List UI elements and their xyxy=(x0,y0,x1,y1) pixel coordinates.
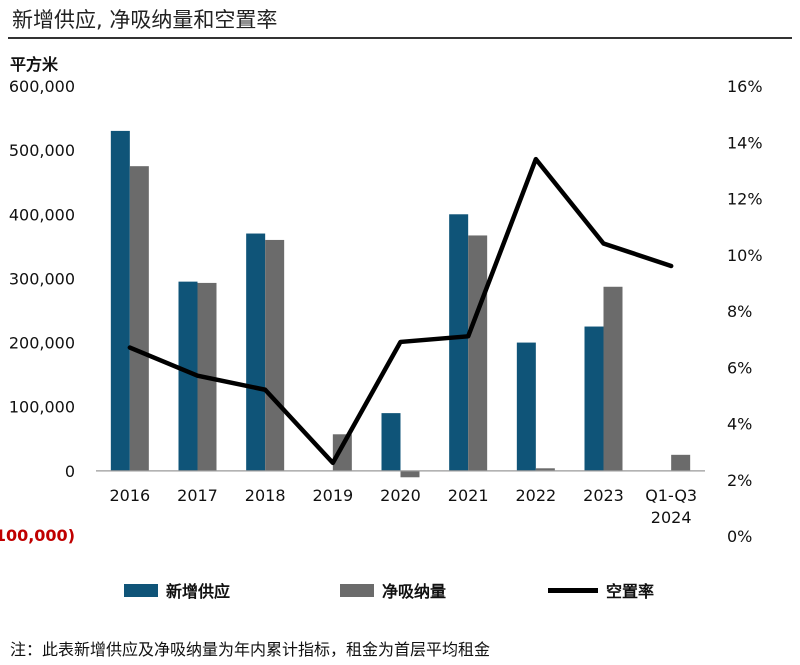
x-tick-label: 2018 xyxy=(245,486,286,505)
combo-chart: 600,000 500,000 400,000 300,000 200,000 100,0… xyxy=(0,77,763,546)
y-left-tick-label: 100,000 xyxy=(9,398,75,417)
y-right-tick-label: 8% xyxy=(727,302,752,321)
chart-legend: 新增供应 净吸纳量 空置率 xyxy=(0,578,800,602)
footnote: 注：此表新增供应及净吸纳量为年内累计指标，租金为首层平均租金 xyxy=(10,640,491,659)
y-right-tick-label: 16% xyxy=(727,77,763,96)
y-left-tick-label: 200,000 xyxy=(9,334,75,353)
bar-new-supply xyxy=(178,281,198,471)
y-right-tick-label: 4% xyxy=(727,415,752,434)
bar-net-absorption xyxy=(129,166,149,471)
legend-item-vacancy: 空置率 xyxy=(548,578,654,602)
title-divider xyxy=(8,37,792,39)
bar-net-absorption xyxy=(265,239,285,471)
y-right-tick-label: 14% xyxy=(727,133,763,152)
x-tick-label: 2024 xyxy=(651,508,692,527)
legend-item-absorption: 净吸纳量 xyxy=(340,578,446,602)
bar-net-absorption xyxy=(535,468,555,471)
legend-label-supply: 新增供应 xyxy=(166,582,231,601)
x-tick-label: 2017 xyxy=(177,486,218,505)
legend-label-absorption: 净吸纳量 xyxy=(382,582,447,601)
x-tick-label: 2020 xyxy=(380,486,421,505)
y-right-tick-label: 6% xyxy=(727,358,752,377)
y-left-tick-label: 300,000 xyxy=(9,269,75,288)
bar-new-supply xyxy=(246,233,266,471)
chart-title: 新增供应, 净吸纳量和空置率 xyxy=(12,8,278,32)
x-tick-label: 2019 xyxy=(312,486,353,505)
bar-new-supply xyxy=(584,326,604,471)
legend-swatch-vacancy xyxy=(548,587,598,593)
y-left-tick-label: 600,000 xyxy=(9,77,75,96)
y-axis-unit-label: 平方米 xyxy=(10,55,59,74)
bar-new-supply xyxy=(449,214,469,471)
bar-net-absorption xyxy=(671,454,691,471)
y-right-tick-label: 2% xyxy=(727,471,752,490)
legend-swatch-absorption xyxy=(340,583,374,597)
x-tick-label: Q1-Q3 xyxy=(645,486,697,505)
y-right-tick-label: 12% xyxy=(727,190,763,209)
y-left-tick-label: (100,000) xyxy=(0,526,75,545)
x-tick-label: 2023 xyxy=(583,486,624,505)
bar-new-supply xyxy=(516,342,536,471)
y-right-tick-label: 0% xyxy=(727,527,752,546)
bar-net-absorption xyxy=(468,235,488,471)
legend-label-vacancy: 空置率 xyxy=(606,582,655,601)
bar-net-absorption xyxy=(603,286,623,471)
bar-net-absorption xyxy=(332,434,352,471)
bar-new-supply xyxy=(381,413,401,471)
y-right-tick-label: 10% xyxy=(727,246,763,265)
y-left-tick-label: 0 xyxy=(65,462,75,481)
y-left-tick-label: 500,000 xyxy=(9,141,75,160)
bar-new-supply xyxy=(110,130,130,471)
legend-swatch-supply xyxy=(124,583,158,597)
bar-net-absorption xyxy=(400,470,420,478)
vacancy-rate-line xyxy=(127,156,674,466)
x-tick-label: 2021 xyxy=(448,486,489,505)
y-left-tick-label: 400,000 xyxy=(9,205,75,224)
x-tick-label: 2016 xyxy=(109,486,150,505)
legend-item-supply: 新增供应 xyxy=(124,578,230,602)
x-tick-label: 2022 xyxy=(515,486,556,505)
